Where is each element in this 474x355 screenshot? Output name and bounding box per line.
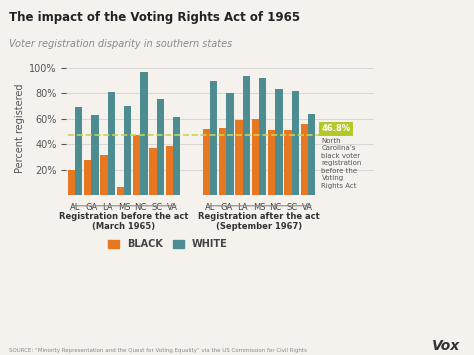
Bar: [100, 155, 108, 195]
Bar: [275, 89, 283, 195]
Text: Vox: Vox: [431, 339, 460, 353]
Bar: [108, 92, 115, 195]
Bar: [268, 130, 275, 195]
Bar: [219, 128, 227, 195]
Bar: [91, 115, 99, 195]
Bar: [243, 76, 250, 195]
Bar: [210, 81, 218, 195]
Bar: [75, 107, 82, 195]
Legend: BLACK, WHITE: BLACK, WHITE: [104, 235, 232, 253]
Bar: [252, 119, 259, 195]
Bar: [133, 135, 140, 195]
Bar: [173, 117, 180, 195]
Text: Registration before the act
(March 1965): Registration before the act (March 1965): [59, 212, 189, 231]
Text: 46.8%: 46.8%: [321, 125, 351, 133]
Bar: [292, 91, 299, 195]
Bar: [308, 114, 315, 195]
Bar: [284, 130, 292, 195]
Bar: [203, 129, 210, 195]
Bar: [140, 72, 147, 195]
Y-axis label: Percent registered: Percent registered: [15, 83, 25, 173]
Bar: [227, 93, 234, 195]
Text: Voter registration disparity in southern states: Voter registration disparity in southern…: [9, 39, 233, 49]
Bar: [84, 160, 91, 195]
Bar: [149, 148, 156, 195]
Text: Registration after the act
(September 1967): Registration after the act (September 19…: [198, 212, 320, 231]
Bar: [117, 186, 124, 195]
Text: SOURCE: “Minority Representation and the Quest for Voting Equality” via the US C: SOURCE: “Minority Representation and the…: [9, 348, 307, 353]
Bar: [156, 99, 164, 195]
Bar: [165, 146, 173, 195]
Bar: [301, 124, 308, 195]
Bar: [236, 120, 243, 195]
Text: The impact of the Voting Rights Act of 1965: The impact of the Voting Rights Act of 1…: [9, 11, 301, 24]
Bar: [259, 78, 266, 195]
Bar: [124, 106, 131, 195]
Bar: [68, 170, 75, 195]
Text: North
Carolina’s
black voter
registration
before the
Voting
Rights Act: North Carolina’s black voter registratio…: [321, 138, 362, 189]
